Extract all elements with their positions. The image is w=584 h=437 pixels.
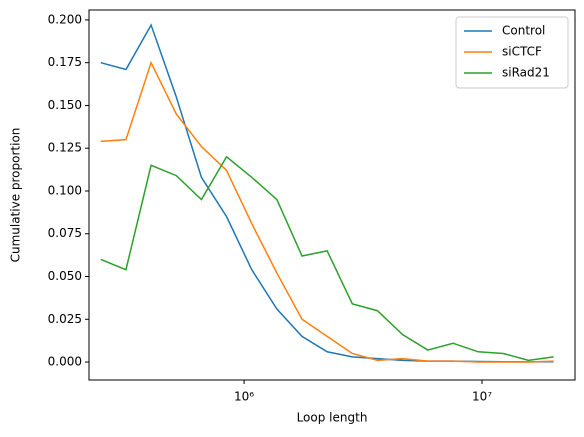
y-tick-label: 0.025	[48, 312, 82, 326]
y-tick-label: 0.100	[48, 183, 82, 197]
plot-frame	[88, 9, 576, 381]
series-line	[100, 155, 554, 362]
y-tick-label: 0.075	[48, 226, 82, 240]
y-tick-label: 0.125	[48, 141, 82, 155]
legend-label: siCTCF	[502, 45, 542, 59]
legend-label: Control	[502, 24, 545, 38]
y-tick-label: 0.050	[48, 269, 82, 283]
legend-label: siRad21	[502, 66, 550, 80]
x-tick-label: 10⁶	[234, 390, 254, 404]
legend-box	[455, 16, 569, 89]
y-tick-label: 0.175	[48, 55, 82, 69]
y-tick-label: 0.200	[48, 12, 82, 26]
x-axis-label: Loop length	[297, 411, 368, 425]
x-tick-label: 10⁷	[472, 390, 492, 404]
y-axis-label: Cumulative proportion	[9, 128, 23, 263]
y-tick-label: 0.150	[48, 98, 82, 112]
y-tick-label: 0.000	[48, 355, 82, 369]
series-line	[100, 60, 554, 363]
